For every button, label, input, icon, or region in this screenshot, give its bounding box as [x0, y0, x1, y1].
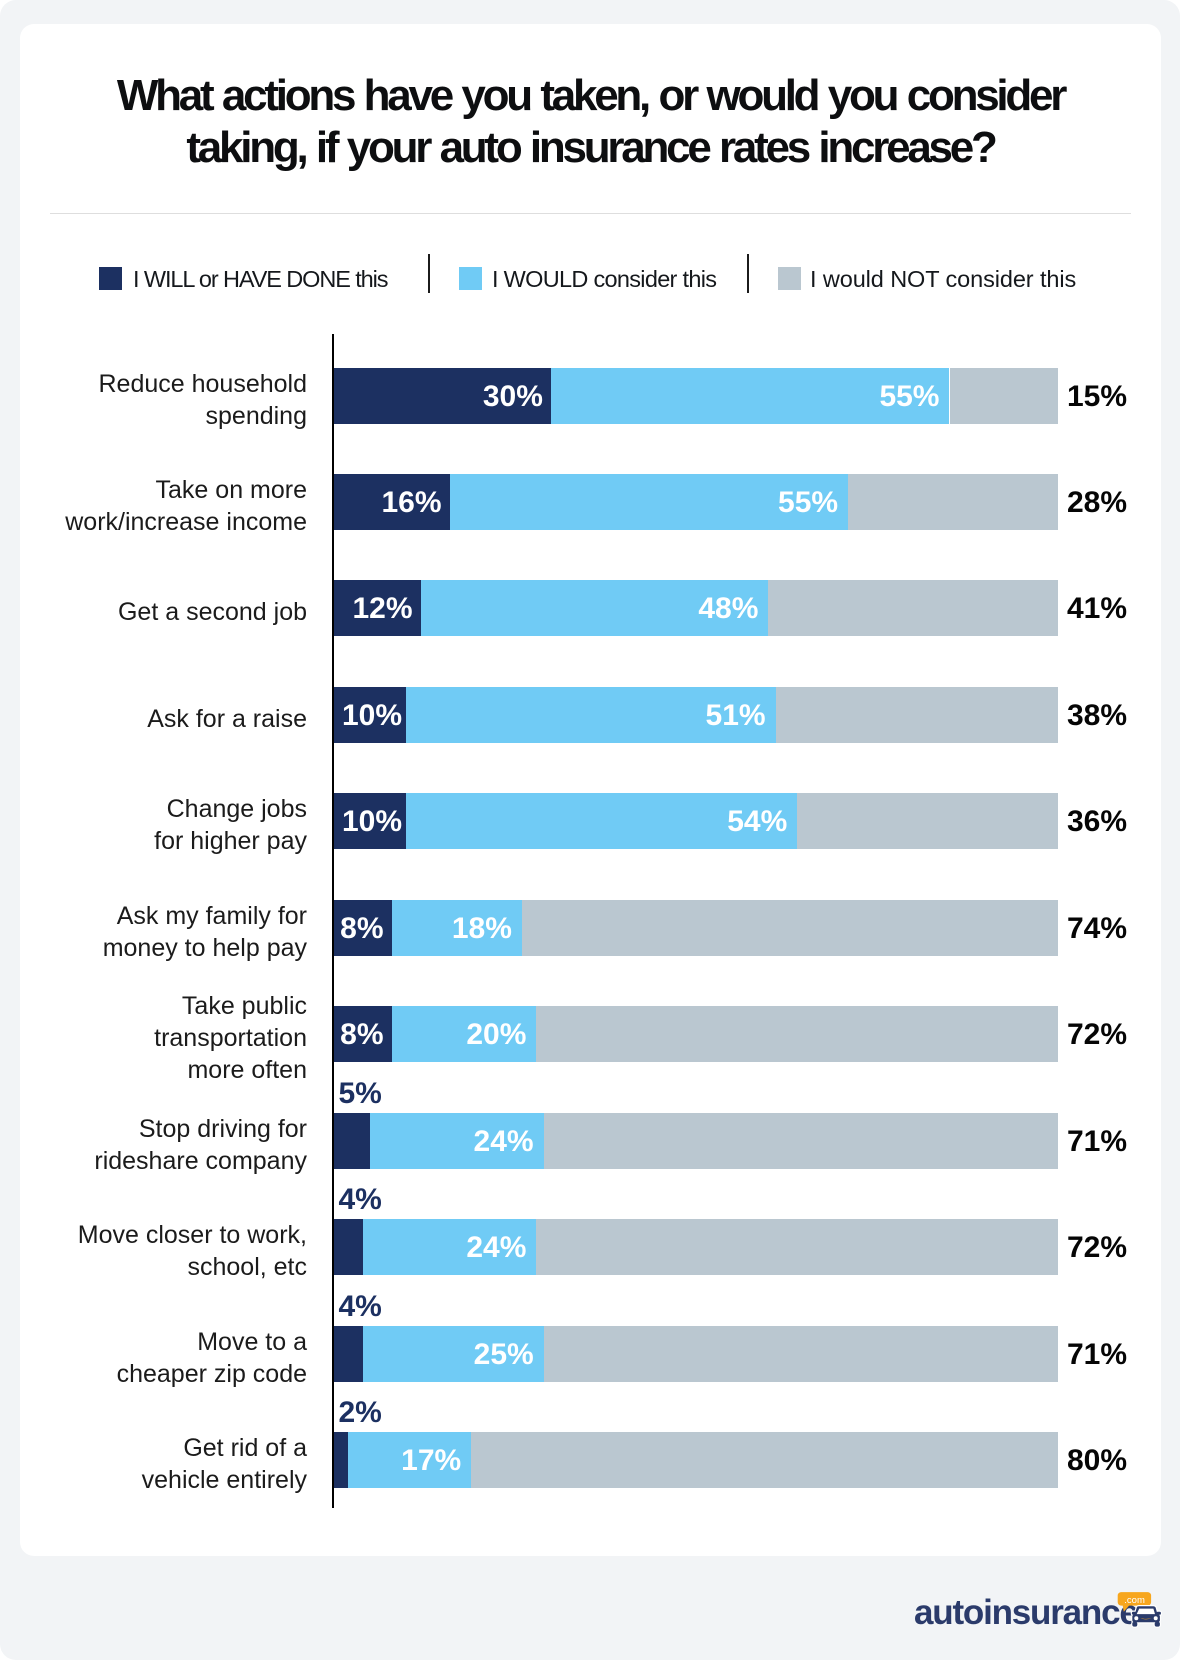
svg-text:.com: .com [1124, 1595, 1145, 1606]
svg-text:autoinsurance: autoinsurance [914, 1593, 1138, 1632]
